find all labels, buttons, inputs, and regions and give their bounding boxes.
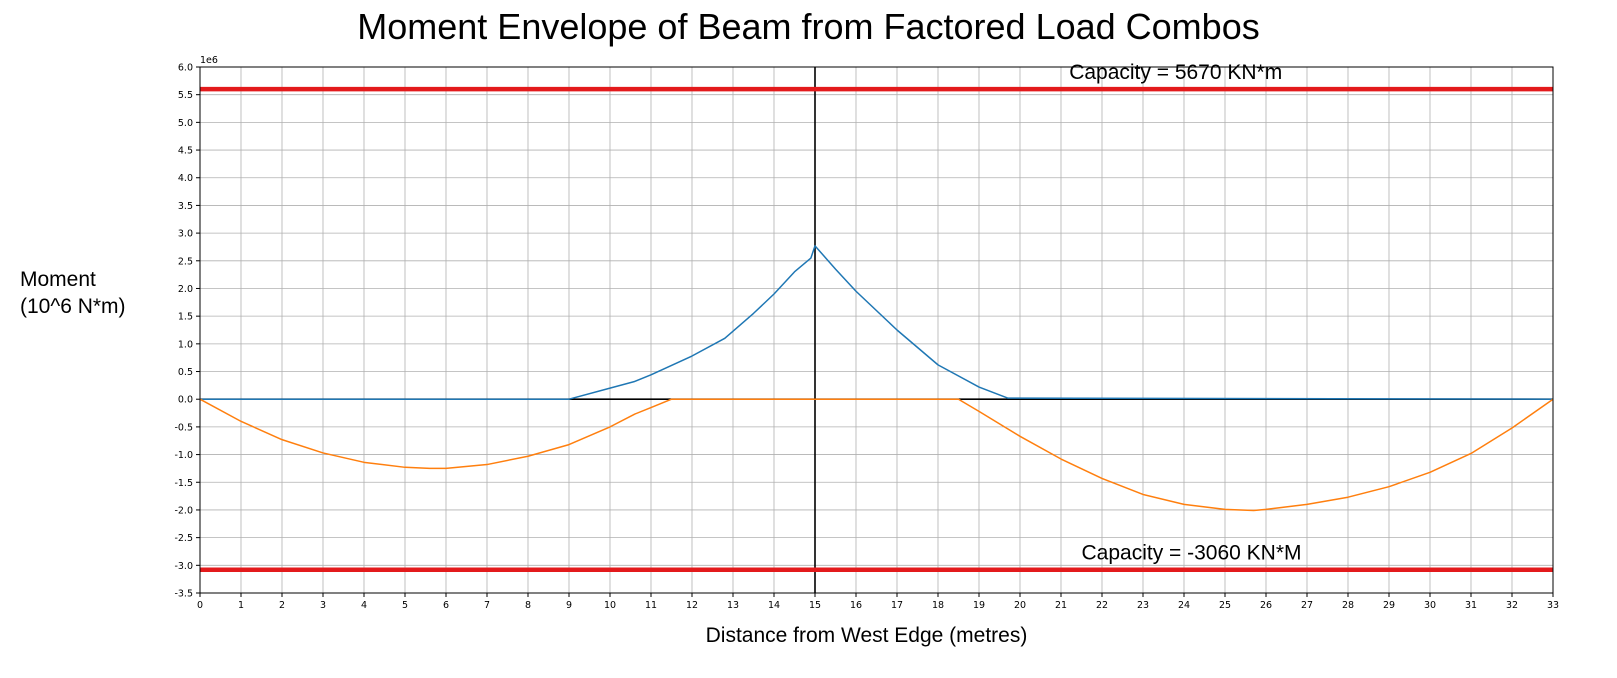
x-tick-label: 24 — [1178, 600, 1190, 611]
x-tick-label: 5 — [402, 600, 408, 611]
x-tick-label: 1 — [238, 600, 244, 611]
x-tick-label: 20 — [1014, 600, 1026, 611]
y-tick-label: -3.5 — [174, 589, 193, 600]
y-tick-label: -1.5 — [174, 478, 193, 489]
x-tick-label: 13 — [727, 600, 739, 611]
x-tick-label: 17 — [891, 600, 903, 611]
x-tick-label: 26 — [1260, 600, 1272, 611]
x-tick-label: 25 — [1219, 600, 1231, 611]
axis-offset-label: 1e6 — [200, 55, 218, 66]
x-tick-label: 33 — [1547, 600, 1559, 611]
y-tick-label: -0.5 — [174, 422, 193, 433]
x-tick-label: 32 — [1506, 600, 1518, 611]
x-tick-label: 27 — [1301, 600, 1313, 611]
x-tick-label: 12 — [686, 600, 698, 611]
y-tick-label: 2.0 — [178, 284, 193, 295]
y-tick-label: 5.0 — [178, 118, 193, 129]
axes — [196, 66, 1554, 597]
y-axis-label-line1: Moment — [20, 268, 96, 291]
y-tick-label: 3.5 — [178, 201, 193, 212]
y-tick-label: 4.5 — [178, 146, 193, 157]
y-tick-label: 6.0 — [178, 63, 193, 74]
x-tick-label: 18 — [932, 600, 944, 611]
series — [199, 245, 1554, 512]
x-tick-label: 2 — [279, 600, 285, 611]
y-tick-label: 0.0 — [178, 395, 193, 406]
x-tick-label: 19 — [973, 600, 985, 611]
x-tick-label: 16 — [850, 600, 862, 611]
positive_capacity-label: Capacity = 5670 KN*m — [1069, 61, 1282, 84]
chart-title: Moment Envelope of Beam from Factored Lo… — [357, 6, 1260, 47]
y-tick-label: 1.0 — [178, 339, 193, 350]
x-tick-label: 0 — [197, 600, 203, 611]
y-tick-label: 3.0 — [178, 229, 193, 240]
y-tick-label: -2.5 — [174, 533, 193, 544]
x-tick-label: 3 — [320, 600, 326, 611]
plot-frame — [199, 66, 1554, 594]
y-tick-label: 5.5 — [178, 90, 193, 101]
x-tick-label: 4 — [361, 600, 367, 611]
grid — [199, 66, 1554, 594]
x-tick-label: 8 — [525, 600, 531, 611]
y-tick-label: 4.0 — [178, 173, 193, 184]
x-tick-label: 10 — [604, 600, 616, 611]
x-tick-label: 30 — [1424, 600, 1436, 611]
reference-lines — [200, 67, 1553, 593]
y-tick-label: -1.0 — [174, 450, 193, 461]
y-tick-label: 1.5 — [178, 312, 193, 323]
x-axis-label: Distance from West Edge (metres) — [705, 624, 1028, 647]
negative_capacity-label: Capacity = -3060 KN*M — [1082, 542, 1302, 565]
capacity-lines: Capacity = 5670 KN*m Capacity = -3060 KN*… — [200, 61, 1553, 572]
x-tick-label: 6 — [443, 600, 449, 611]
x-tick-label: 23 — [1137, 600, 1149, 611]
x-tick-label: 31 — [1465, 600, 1477, 611]
x-tick-label: 11 — [645, 600, 657, 611]
y-axis-label-line2: (10^6 N*m) — [20, 295, 126, 318]
y-tick-label: -2.0 — [174, 505, 193, 516]
y-tick-label: 0.5 — [178, 367, 193, 378]
y-axis-label: Moment (10^6 N*m) — [20, 266, 126, 320]
x-tick-label: 21 — [1055, 600, 1067, 611]
positive_envelope-line — [200, 245, 1554, 400]
x-tick-label: 22 — [1096, 600, 1108, 611]
x-tick-label: 7 — [484, 600, 490, 611]
x-tick-label: 14 — [768, 600, 780, 611]
y-tick-label: -3.0 — [174, 561, 193, 572]
tick-labels: 0 1 2 3 4 5 6 7 8 9 10 11 12 13 14 15 16 17 18 19 20 21 22 23 24… — [174, 63, 1559, 612]
x-tick-label: 15 — [809, 600, 821, 611]
x-tick-label: 9 — [566, 600, 572, 611]
negative_envelope-line — [199, 398, 1554, 512]
x-tick-label: 29 — [1383, 600, 1395, 611]
x-tick-label: 28 — [1342, 600, 1354, 611]
y-tick-label: 2.5 — [178, 256, 193, 267]
